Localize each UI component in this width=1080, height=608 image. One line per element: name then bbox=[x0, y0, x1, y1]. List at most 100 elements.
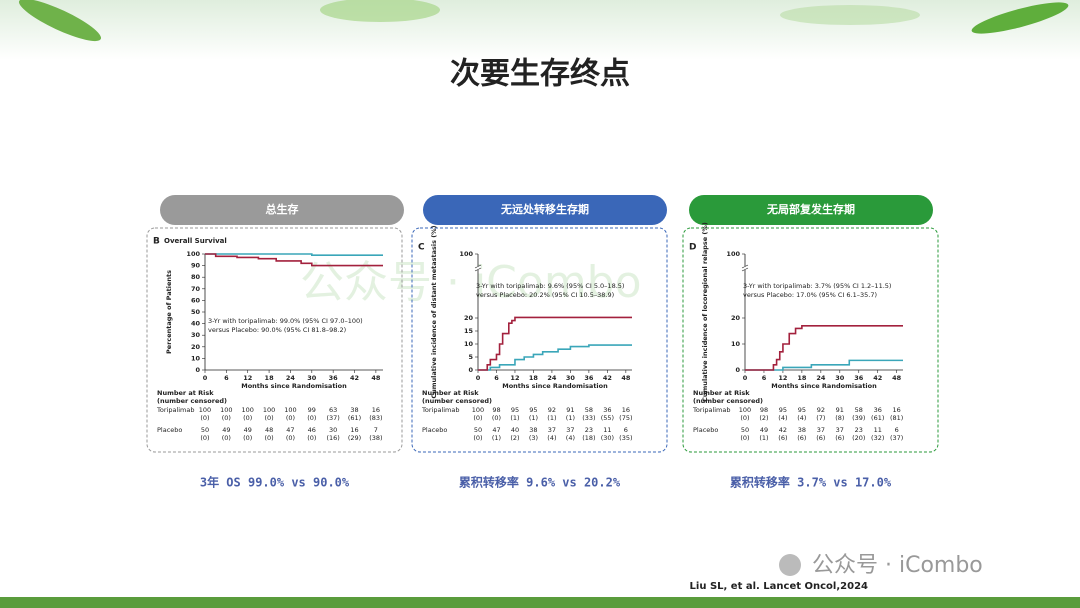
risk-count: 46 bbox=[308, 426, 316, 434]
y-axis-label: Cumulative incidence of locoregional rel… bbox=[701, 222, 709, 402]
risk-table-title: Number at Risk bbox=[693, 389, 750, 397]
censored-count: (6) bbox=[797, 434, 806, 442]
panel-box bbox=[411, 227, 668, 453]
risk-count: 36 bbox=[874, 406, 882, 414]
y-tick-label: 80 bbox=[191, 273, 201, 281]
leaf bbox=[320, 0, 440, 22]
risk-row-label: Placebo bbox=[422, 426, 447, 434]
x-tick-label: 0 bbox=[743, 374, 748, 382]
footer-band bbox=[0, 597, 1080, 608]
x-tick-label: 42 bbox=[350, 374, 359, 382]
y-tick-label: 20 bbox=[191, 343, 201, 351]
x-tick-label: 12 bbox=[778, 374, 787, 382]
risk-count: 23 bbox=[855, 426, 863, 434]
risk-table-subtitle: (number censored) bbox=[693, 397, 763, 405]
wechat-icon bbox=[779, 554, 801, 576]
x-tick-label: 0 bbox=[203, 374, 208, 382]
axis-break bbox=[474, 264, 482, 269]
panel-label: B bbox=[153, 237, 160, 247]
x-tick-label: 24 bbox=[286, 374, 296, 382]
risk-count: 50 bbox=[201, 426, 209, 434]
panel-box bbox=[682, 227, 939, 453]
x-tick-label: 12 bbox=[243, 374, 252, 382]
risk-count: 37 bbox=[836, 426, 844, 434]
censored-count: (2) bbox=[510, 434, 519, 442]
risk-count: 11 bbox=[874, 426, 882, 434]
axis-break-gap bbox=[742, 266, 748, 270]
y-tick-label: 20 bbox=[464, 314, 474, 322]
censored-count: (0) bbox=[200, 414, 209, 422]
censored-count: (2) bbox=[759, 414, 768, 422]
survival-curve bbox=[205, 253, 383, 256]
censored-count: (0) bbox=[222, 434, 231, 442]
censored-count: (61) bbox=[871, 414, 884, 422]
y-tick-label: 70 bbox=[191, 285, 201, 293]
risk-count: 98 bbox=[492, 406, 500, 414]
risk-count: 98 bbox=[760, 406, 768, 414]
censored-count: (4) bbox=[778, 414, 787, 422]
censored-count: (4) bbox=[566, 434, 575, 442]
axis-break bbox=[474, 267, 482, 272]
censored-count: (0) bbox=[200, 434, 209, 442]
survival-curve bbox=[745, 359, 903, 371]
censored-count: (6) bbox=[816, 434, 825, 442]
censored-count: (37) bbox=[326, 414, 339, 422]
risk-count: 58 bbox=[585, 406, 593, 414]
risk-row-label: Toripalimab bbox=[156, 406, 194, 414]
x-tick-label: 0 bbox=[476, 374, 481, 382]
risk-count: 92 bbox=[548, 406, 556, 414]
risk-count: 38 bbox=[529, 426, 537, 434]
censored-count: (0) bbox=[286, 434, 295, 442]
risk-count: 100 bbox=[263, 406, 275, 414]
risk-count: 100 bbox=[242, 406, 254, 414]
y-axis-label: Cumulative incidence of distant metastas… bbox=[430, 225, 438, 398]
x-tick-label: 18 bbox=[265, 374, 275, 382]
y-tick-label: 40 bbox=[191, 320, 201, 328]
y-tick-label: 100 bbox=[726, 250, 740, 258]
censored-count: (1) bbox=[566, 414, 575, 422]
panel-header-pill bbox=[160, 195, 404, 225]
censored-count: (1) bbox=[759, 434, 768, 442]
censored-count: (61) bbox=[348, 414, 361, 422]
risk-count: 40 bbox=[511, 426, 519, 434]
risk-count: 95 bbox=[798, 406, 806, 414]
panel-label: C bbox=[418, 243, 425, 253]
x-tick-label: 36 bbox=[854, 374, 864, 382]
x-tick-label: 36 bbox=[329, 374, 339, 382]
risk-count: 100 bbox=[220, 406, 232, 414]
risk-table-title: Number at Risk bbox=[157, 389, 214, 397]
watermark: 公众号 · iCombo bbox=[812, 553, 983, 578]
axis-break-gap bbox=[475, 266, 481, 270]
risk-count: 38 bbox=[798, 426, 806, 434]
risk-count: 47 bbox=[492, 426, 500, 434]
panel-header-pill bbox=[689, 195, 933, 225]
risk-count: 30 bbox=[329, 426, 337, 434]
risk-count: 47 bbox=[286, 426, 294, 434]
x-tick-label: 36 bbox=[584, 374, 594, 382]
x-tick-label: 24 bbox=[816, 374, 826, 382]
y-tick-label: 0 bbox=[468, 366, 473, 374]
panel-summary: 累积转移率 3.7% vs 17.0% bbox=[730, 475, 892, 490]
risk-count: 100 bbox=[199, 406, 211, 414]
censored-count: (0) bbox=[243, 434, 252, 442]
x-tick-label: 18 bbox=[797, 374, 807, 382]
x-tick-label: 48 bbox=[621, 374, 631, 382]
censored-count: (29) bbox=[348, 434, 361, 442]
censored-count: (3) bbox=[529, 434, 538, 442]
censored-count: (0) bbox=[740, 414, 749, 422]
panel-box bbox=[146, 227, 403, 453]
risk-count: 49 bbox=[244, 426, 252, 434]
censored-count: (1) bbox=[529, 414, 538, 422]
panel-header: 无远处转移生存期 bbox=[500, 202, 589, 216]
risk-count: 49 bbox=[222, 426, 230, 434]
chart-title: Overall Survival bbox=[164, 237, 227, 245]
x-tick-label: 48 bbox=[371, 374, 381, 382]
survival-curve bbox=[745, 325, 903, 371]
censored-count: (83) bbox=[369, 414, 382, 422]
x-axis-label: Months since Randomisation bbox=[771, 382, 877, 390]
censored-count: (1) bbox=[547, 414, 556, 422]
risk-count: 16 bbox=[893, 406, 901, 414]
risk-table-subtitle: (number censored) bbox=[422, 397, 492, 405]
censored-count: (33) bbox=[582, 414, 595, 422]
